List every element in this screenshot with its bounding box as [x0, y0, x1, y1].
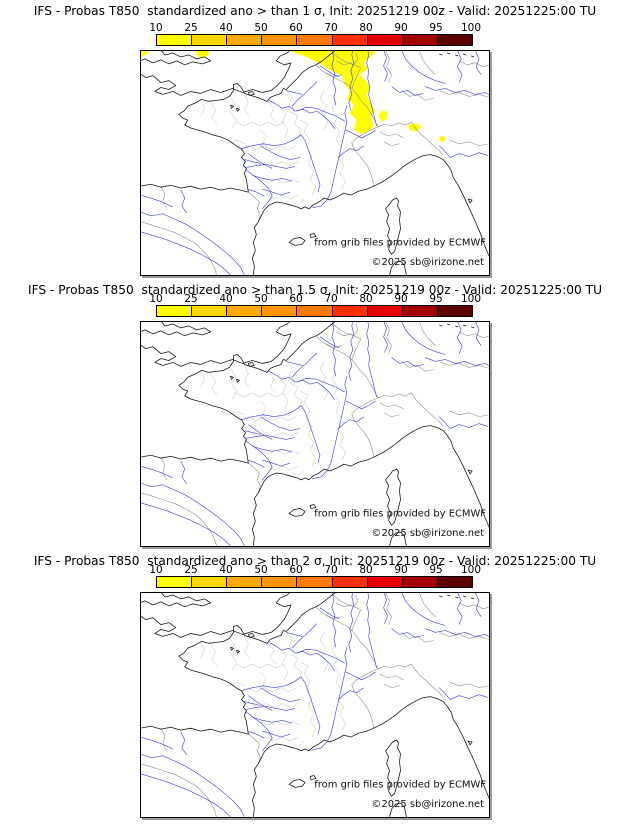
- colorbar-tick-label: 40: [219, 22, 233, 34]
- colorbar-tick-label: 90: [394, 22, 408, 34]
- colorbar-cell: [436, 306, 472, 316]
- colorbar-cell: [436, 577, 472, 587]
- attribution-copyright: ©2025 sb@irizone.net: [372, 799, 485, 810]
- colorbar-ticks: 10 25 40 50 60 70 80 90 95 100: [149, 293, 481, 305]
- colorbar-tick-label: 60: [289, 564, 303, 576]
- colorbar-bar: [156, 34, 473, 46]
- colorbar-cell: [226, 35, 262, 45]
- map-france-1_5sigma: from grib files provided by ECMWF ©2025 …: [140, 321, 490, 547]
- colorbar-ticks: 10 25 40 50 60 70 80 90 95 100: [149, 22, 481, 34]
- map-france-2sigma: from grib files provided by ECMWF ©2025 …: [140, 592, 490, 818]
- colorbar-bar: [156, 305, 473, 317]
- colorbar-tick-label: 95: [429, 564, 443, 576]
- map-france-1sigma: from grib files provided by ECMWF ©2025 …: [140, 50, 490, 276]
- colorbar-tick-label: 10: [149, 22, 163, 34]
- colorbar-cell: [366, 306, 402, 316]
- colorbar-cell: [157, 306, 192, 316]
- colorbar-tick-label: 40: [219, 293, 233, 305]
- panel-2sigma: IFS - Probas T850 standardized ano > tha…: [0, 542, 630, 818]
- colorbar-bar: [156, 576, 473, 588]
- colorbar-tick-label: 50: [254, 564, 268, 576]
- colorbar-tick-label: 100: [460, 564, 482, 576]
- colorbar-cell: [401, 306, 437, 316]
- colorbar-cell: [331, 35, 367, 45]
- colorbar-cell: [436, 35, 472, 45]
- colorbar-tick-label: 25: [184, 293, 198, 305]
- panel-title: IFS - Probas T850 standardized ano > tha…: [33, 4, 597, 18]
- colorbar-cell: [261, 306, 297, 316]
- attribution-source: from grib files provided by ECMWF: [314, 237, 486, 248]
- colorbar-cell: [331, 306, 367, 316]
- colorbar-cell: [191, 306, 227, 316]
- colorbar-tick-label: 80: [359, 564, 373, 576]
- colorbar-tick-label: 70: [324, 22, 338, 34]
- attribution-source: from grib files provided by ECMWF: [314, 508, 486, 519]
- colorbar-tick-label: 60: [289, 22, 303, 34]
- colorbar-tick-label: 70: [324, 293, 338, 305]
- colorbar-tick-label: 80: [359, 293, 373, 305]
- colorbar-tick-label: 10: [149, 293, 163, 305]
- colorbar-tick-label: 40: [219, 564, 233, 576]
- colorbar-tick-label: 50: [254, 22, 268, 34]
- colorbar-tick-label: 95: [429, 22, 443, 34]
- colorbar-cell: [296, 577, 332, 587]
- attribution-source: from grib files provided by ECMWF: [314, 779, 486, 790]
- colorbar-tick-label: 25: [184, 22, 198, 34]
- panel-title: IFS - Probas T850 standardized ano > tha…: [33, 554, 597, 568]
- colorbar-cell: [261, 35, 297, 45]
- colorbar-cell: [226, 306, 262, 316]
- panel-1sigma: IFS - Probas T850 standardized ano > tha…: [0, 0, 630, 276]
- attribution-copyright: ©2025 sb@irizone.net: [372, 528, 485, 539]
- colorbar-tick-label: 50: [254, 293, 268, 305]
- panel-1_5sigma: IFS - Probas T850 standardized ano > tha…: [0, 271, 630, 547]
- colorbar-tick-label: 95: [429, 293, 443, 305]
- colorbar-tick-label: 60: [289, 293, 303, 305]
- colorbar-cell: [157, 577, 192, 587]
- colorbar-cell: [401, 577, 437, 587]
- colorbar-tick-label: 70: [324, 564, 338, 576]
- colorbar-tick-label: 100: [460, 22, 482, 34]
- colorbar-tick-label: 100: [460, 293, 482, 305]
- colorbar-cell: [157, 35, 192, 45]
- colorbar-cell: [261, 577, 297, 587]
- colorbar-cell: [191, 35, 227, 45]
- colorbar-cell: [366, 35, 402, 45]
- colorbar-cell: [296, 306, 332, 316]
- colorbar-cell: [331, 577, 367, 587]
- colorbar-tick-label: 90: [394, 293, 408, 305]
- colorbar-tick-label: 80: [359, 22, 373, 34]
- colorbar-cell: [226, 577, 262, 587]
- colorbar-cell: [366, 577, 402, 587]
- colorbar-cell: [191, 577, 227, 587]
- colorbar-cell: [296, 35, 332, 45]
- colorbar-tick-label: 25: [184, 564, 198, 576]
- colorbar-tick-label: 90: [394, 564, 408, 576]
- colorbar-ticks: 10 25 40 50 60 70 80 90 95 100: [149, 564, 481, 576]
- colorbar-tick-label: 10: [149, 564, 163, 576]
- colorbar-cell: [401, 35, 437, 45]
- panel-title: IFS - Probas T850 standardized ano > tha…: [27, 283, 602, 297]
- attribution-copyright: ©2025 sb@irizone.net: [372, 257, 485, 268]
